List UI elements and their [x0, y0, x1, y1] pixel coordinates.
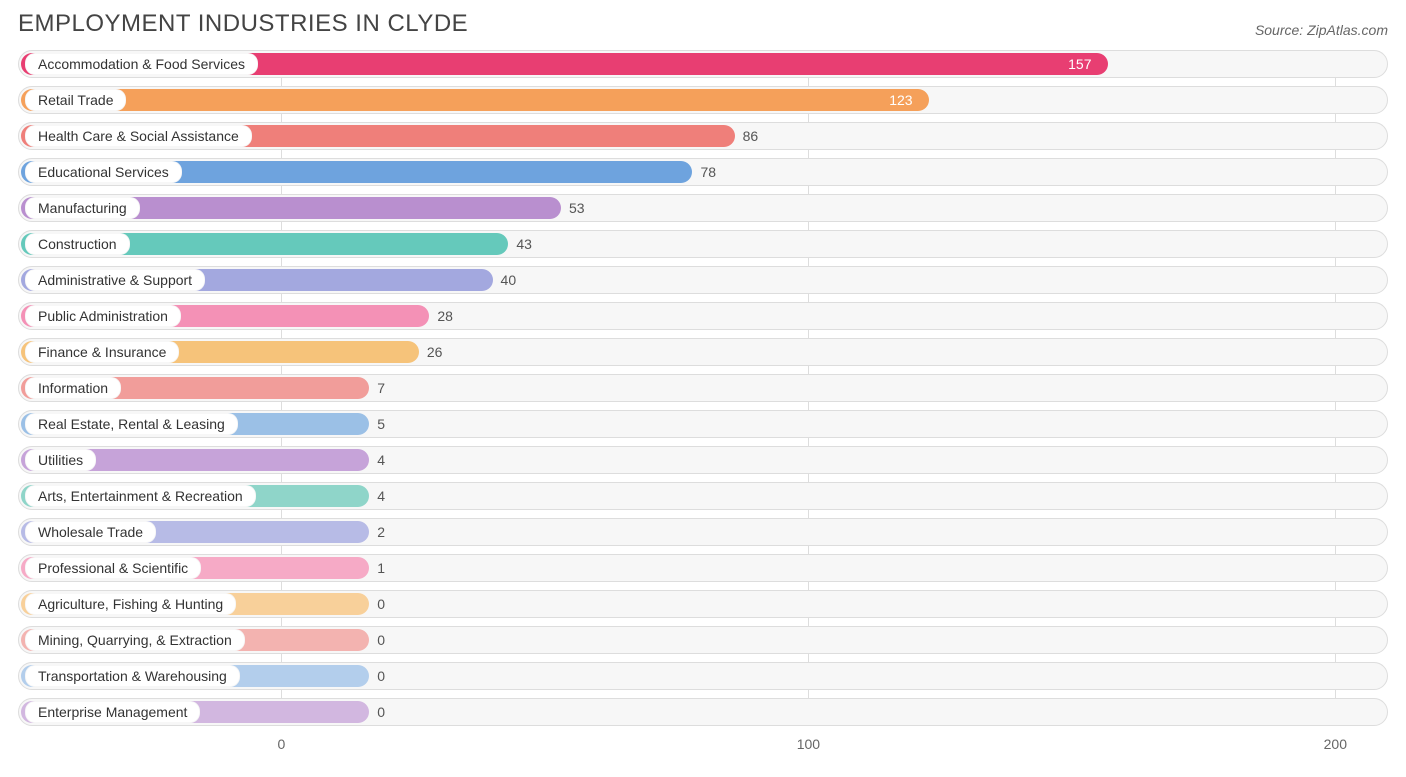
bar-row: Information 7	[18, 374, 1388, 402]
axis-tick-label: 200	[1324, 736, 1347, 752]
value-label: 4	[377, 488, 385, 504]
bar-row: Arts, Entertainment & Recreation 4	[18, 482, 1388, 510]
value-label: 123	[889, 92, 912, 108]
chart-title: EMPLOYMENT INDUSTRIES IN CLYDE	[18, 10, 468, 38]
value-label: 0	[377, 704, 385, 720]
category-label-pill: Real Estate, Rental & Leasing	[25, 413, 238, 435]
bar-row: Public Administration 28	[18, 302, 1388, 330]
category-label-pill: Utilities	[25, 449, 96, 471]
axis-tick-label: 100	[797, 736, 820, 752]
value-label: 53	[569, 200, 585, 216]
bar-row: Real Estate, Rental & Leasing 5	[18, 410, 1388, 438]
bar-row: Professional & Scientific 1	[18, 554, 1388, 582]
bar-row: Administrative & Support 40	[18, 266, 1388, 294]
value-label: 28	[437, 308, 453, 324]
category-label-pill: Enterprise Management	[25, 701, 200, 723]
category-label-pill: Administrative & Support	[25, 269, 205, 291]
category-label-pill: Finance & Insurance	[25, 341, 179, 363]
value-label: 0	[377, 668, 385, 684]
bar-row: Accommodation & Food Services 157	[18, 50, 1388, 78]
value-label: 0	[377, 632, 385, 648]
bar-row: Wholesale Trade 2	[18, 518, 1388, 546]
value-label: 1	[377, 560, 385, 576]
bar-row: Retail Trade 123	[18, 86, 1388, 114]
value-label: 86	[743, 128, 759, 144]
category-label-pill: Arts, Entertainment & Recreation	[25, 485, 256, 507]
bar-row: Manufacturing 53	[18, 194, 1388, 222]
category-label-pill: Manufacturing	[25, 197, 140, 219]
category-label-pill: Educational Services	[25, 161, 182, 183]
bar-row: Utilities 4	[18, 446, 1388, 474]
category-label-pill: Information	[25, 377, 121, 399]
chart-header: EMPLOYMENT INDUSTRIES IN CLYDE Source: Z…	[18, 10, 1388, 38]
category-label-pill: Wholesale Trade	[25, 521, 156, 543]
x-axis: 0 100 200	[18, 734, 1388, 758]
value-label: 26	[427, 344, 443, 360]
chart-area: Accommodation & Food Services157Retail T…	[18, 50, 1388, 758]
value-label: 2	[377, 524, 385, 540]
bar-row: Agriculture, Fishing & Hunting 0	[18, 590, 1388, 618]
category-label-pill: Accommodation & Food Services	[25, 53, 258, 75]
value-label: 157	[1068, 56, 1091, 72]
category-label-pill: Construction	[25, 233, 130, 255]
category-label-pill: Professional & Scientific	[25, 557, 201, 579]
value-label: 78	[700, 164, 716, 180]
chart-rows: Accommodation & Food Services157Retail T…	[18, 50, 1388, 726]
bar-fill	[21, 89, 929, 111]
category-label-pill: Transportation & Warehousing	[25, 665, 240, 687]
value-label: 7	[377, 380, 385, 396]
value-label: 0	[377, 596, 385, 612]
value-label: 5	[377, 416, 385, 432]
category-label-pill: Health Care & Social Assistance	[25, 125, 252, 147]
value-label: 43	[516, 236, 532, 252]
category-label-pill: Retail Trade	[25, 89, 126, 111]
bar-row: Construction 43	[18, 230, 1388, 258]
value-label: 4	[377, 452, 385, 468]
category-label-pill: Mining, Quarrying, & Extraction	[25, 629, 245, 651]
axis-tick-label: 0	[278, 736, 286, 752]
bar-row: Mining, Quarrying, & Extraction 0	[18, 626, 1388, 654]
category-label-pill: Public Administration	[25, 305, 181, 327]
value-label: 40	[501, 272, 517, 288]
bar-row: Educational Services 78	[18, 158, 1388, 186]
chart-source: Source: ZipAtlas.com	[1255, 22, 1388, 38]
bar-row: Finance & Insurance 26	[18, 338, 1388, 366]
category-label-pill: Agriculture, Fishing & Hunting	[25, 593, 236, 615]
bar-row: Enterprise Management 0	[18, 698, 1388, 726]
bar-row: Transportation & Warehousing 0	[18, 662, 1388, 690]
bar-row: Health Care & Social Assistance 86	[18, 122, 1388, 150]
